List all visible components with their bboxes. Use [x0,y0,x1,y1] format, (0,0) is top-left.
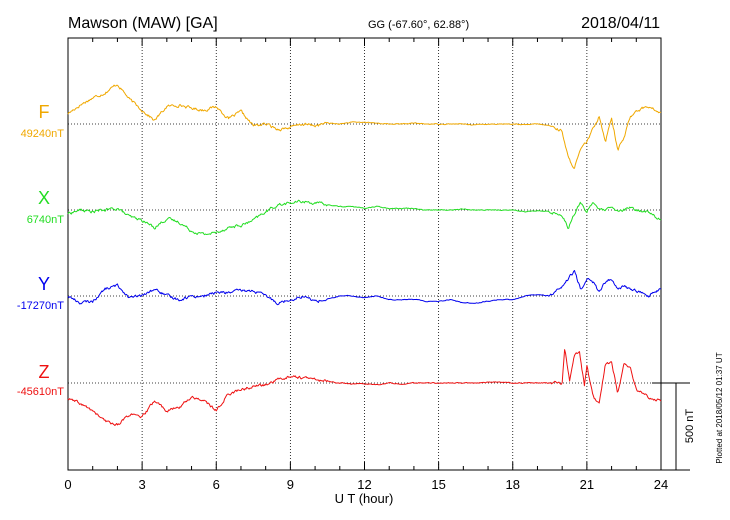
x-tick-label-21: 21 [580,477,594,492]
series-baseline-y: -17270nT [17,300,64,312]
x-tick-label-18: 18 [506,477,520,492]
series-baseline-z: -45610nT [17,386,64,398]
x-tick-label-15: 15 [431,477,445,492]
x-tick-labels: 0 3 6 9 12 15 18 21 24 [64,477,668,492]
series-baseline-x: 6740nT [27,214,65,226]
station-coords: GG (-67.60°, 62.88°) [368,19,469,31]
series-line-x [67,199,662,236]
station-title: Mawson (MAW) [GA] [68,15,218,32]
x-tick-label-6: 6 [213,477,220,492]
series-label-z: Z [39,362,50,382]
scale-bar: 500 nT [652,382,696,471]
series-line-f [67,84,662,169]
scale-bar-label: 500 nT [684,409,696,444]
series-label-x: X [38,188,50,208]
series-line-y [67,270,662,306]
x-tick-label-3: 3 [139,477,146,492]
x-tick-label-0: 0 [64,477,71,492]
series-label-f: F [39,102,50,122]
series-line-z [67,349,662,426]
series-baseline-f: 49240nT [21,128,65,140]
plotted-at-note: Plotted at 2018/05/12 01:37 UT [715,352,724,463]
x-tick-label-24: 24 [654,477,668,492]
axis-ticks [67,38,662,470]
grid-lines [141,38,588,470]
x-axis-label: U T (hour) [335,491,394,506]
series-label-y: Y [38,274,50,294]
series-lines [67,84,662,426]
x-tick-label-12: 12 [357,477,371,492]
series-labels: F 49240nT X 6740nT Y -17270nT Z -45610nT [17,102,64,398]
chart-date: 2018/04/11 [581,15,660,32]
x-tick-label-9: 9 [287,477,294,492]
